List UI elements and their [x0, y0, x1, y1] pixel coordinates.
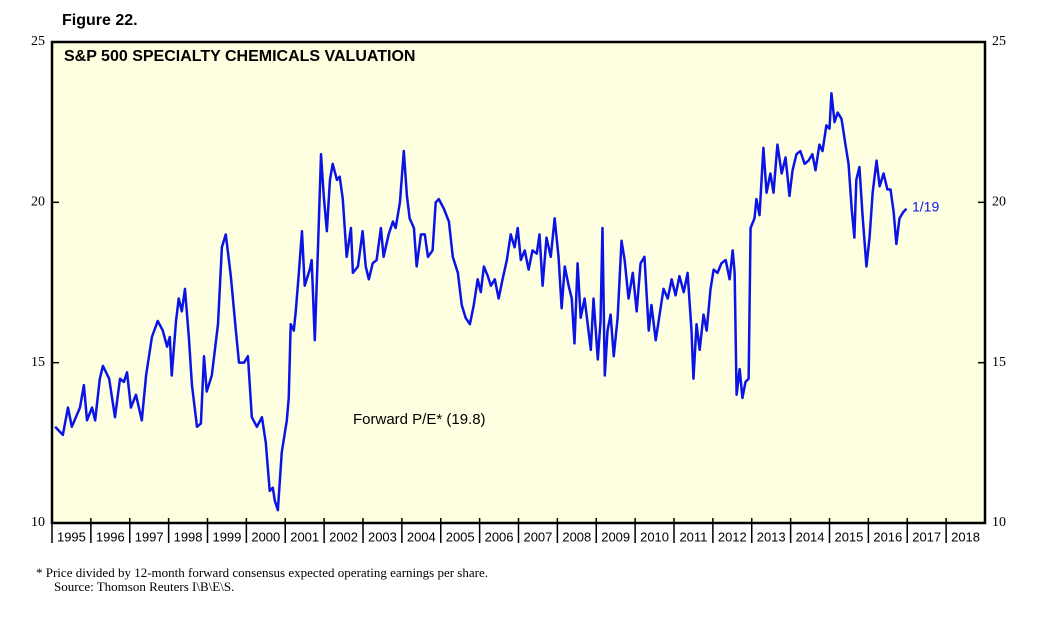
x-tick-label: 2008	[562, 529, 591, 544]
data-line	[54, 92, 908, 512]
chart-title: S&P 500 SPECIALTY CHEMICALS VALUATION	[64, 48, 415, 65]
x-tick-label: 2018	[951, 529, 980, 544]
y-tick-label: 15	[31, 355, 45, 370]
x-tick-label: 1998	[174, 529, 203, 544]
end-label: 1/19	[912, 199, 939, 215]
x-tick-label: 2011	[679, 529, 707, 544]
x-tick-label: 2016	[873, 529, 902, 544]
annotation: Forward P/E* (19.8)	[353, 411, 486, 428]
x-tick-label: 2004	[407, 529, 436, 544]
x-tick-label: 1999	[212, 529, 241, 544]
x-tick-label: 2005	[446, 529, 475, 544]
x-tick-label: 2003	[368, 529, 397, 544]
y-tick-label-right: 10	[992, 515, 1006, 530]
x-tick-label: 2015	[834, 529, 863, 544]
x-tick-label: 2012	[718, 529, 747, 544]
figure-label: Figure 22.	[62, 12, 138, 29]
footnote: * Price divided by 12-month forward cons…	[36, 565, 488, 580]
x-tick-label: 2002	[329, 529, 358, 544]
y-tick-label: 20	[31, 195, 45, 210]
x-tick-label: 2013	[757, 529, 786, 544]
y-tick-label-right: 25	[992, 34, 1006, 49]
x-tick-label: 2000	[251, 529, 280, 544]
y-tick-label-right: 15	[992, 355, 1006, 370]
x-tick-label: 1997	[135, 529, 164, 544]
y-tick-label: 25	[31, 34, 45, 49]
x-tick-label: 2009	[601, 529, 630, 544]
y-tick-label-right: 20	[992, 195, 1006, 210]
x-tick-label: 2006	[485, 529, 514, 544]
x-tick-label: 2010	[640, 529, 669, 544]
chart-layer: 10 10 15 15 20 20 25 25 1995 1996 1997 1998 1999 2000…	[31, 34, 1006, 544]
source: Source: Thomson Reuters I\B\E\S.	[54, 579, 234, 594]
plot-border	[50, 40, 987, 525]
x-tick-label: 2007	[523, 529, 552, 544]
x-tick-label: 1996	[96, 529, 125, 544]
x-tick-label: 1995	[57, 529, 86, 544]
x-tick-label: 2017	[912, 529, 941, 544]
x-tick-label: 2001	[290, 529, 319, 544]
y-tick-label: 10	[31, 515, 45, 530]
x-tick-label: 2014	[796, 529, 825, 544]
plot-background	[52, 42, 985, 523]
